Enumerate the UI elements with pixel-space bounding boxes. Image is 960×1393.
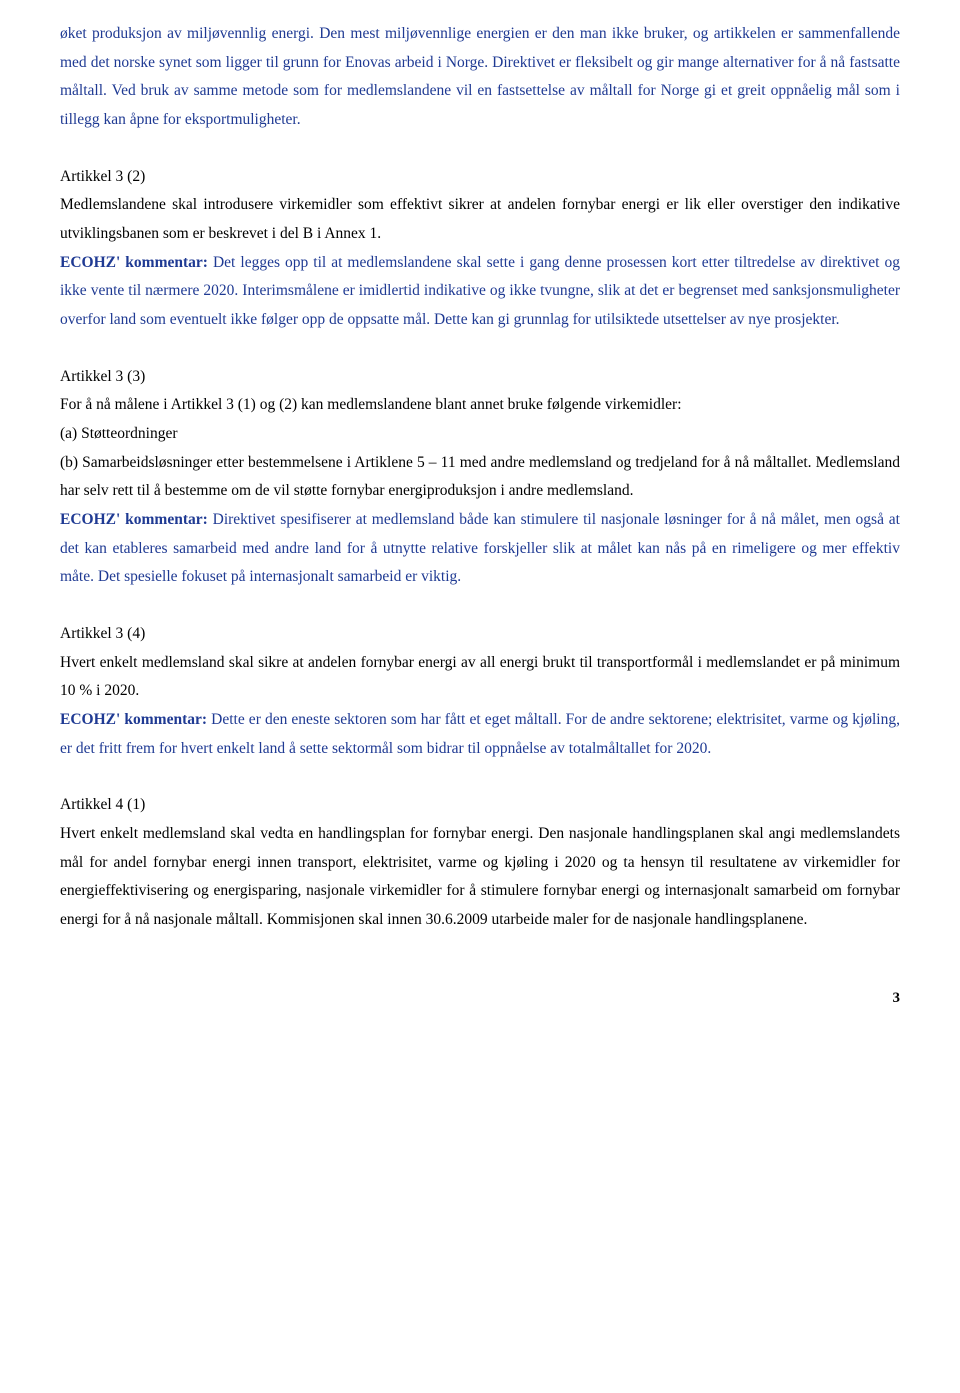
article-3-4-body: Hvert enkelt medlemsland skal sikre at a… [60, 649, 900, 706]
article-3-4-commentary: ECOHZ' kommentar: Dette er den eneste se… [60, 706, 900, 763]
ecohz-label: ECOHZ' kommentar: [60, 711, 211, 728]
article-3-3-body: For å nå målene i Artikkel 3 (1) og (2) … [60, 391, 900, 420]
article-3-3-item-b: (b) Samarbeidsløsninger etter bestemmels… [60, 449, 900, 506]
article-3-2-body: Medlemslandene skal introdusere virkemid… [60, 191, 900, 248]
article-3-2-title: Artikkel 3 (2) [60, 163, 900, 192]
article-3-3-title: Artikkel 3 (3) [60, 363, 900, 392]
page-number: 3 [60, 985, 900, 1013]
article-4-1-title: Artikkel 4 (1) [60, 791, 900, 820]
article-3-4-title: Artikkel 3 (4) [60, 620, 900, 649]
intro-commentary: øket produksjon av miljøvennlig energi. … [60, 20, 900, 135]
article-3-3-commentary: ECOHZ' kommentar: Direktivet spesifisere… [60, 506, 900, 592]
article-3-2-commentary: ECOHZ' kommentar: Det legges opp til at … [60, 249, 900, 335]
ecohz-label: ECOHZ' kommentar: [60, 254, 213, 271]
article-3-3-item-a: (a) Støtteordninger [60, 420, 900, 449]
ecohz-label: ECOHZ' kommentar: [60, 511, 213, 528]
article-4-1-body: Hvert enkelt medlemsland skal vedta en h… [60, 820, 900, 935]
